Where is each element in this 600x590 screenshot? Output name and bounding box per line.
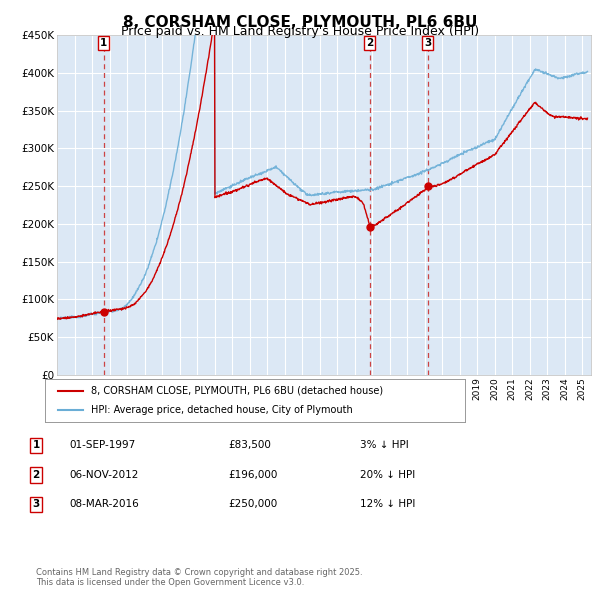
Text: 12% ↓ HPI: 12% ↓ HPI: [360, 500, 415, 509]
Text: 06-NOV-2012: 06-NOV-2012: [69, 470, 139, 480]
Text: 2: 2: [32, 470, 40, 480]
Text: 2: 2: [366, 38, 373, 48]
Text: 8, CORSHAM CLOSE, PLYMOUTH, PL6 6BU: 8, CORSHAM CLOSE, PLYMOUTH, PL6 6BU: [123, 15, 477, 30]
Text: 01-SEP-1997: 01-SEP-1997: [69, 441, 135, 450]
Text: 3% ↓ HPI: 3% ↓ HPI: [360, 441, 409, 450]
Text: Price paid vs. HM Land Registry's House Price Index (HPI): Price paid vs. HM Land Registry's House …: [121, 25, 479, 38]
Text: Contains HM Land Registry data © Crown copyright and database right 2025.
This d: Contains HM Land Registry data © Crown c…: [36, 568, 362, 587]
Text: 1: 1: [100, 38, 107, 48]
Text: HPI: Average price, detached house, City of Plymouth: HPI: Average price, detached house, City…: [91, 405, 353, 415]
Text: £196,000: £196,000: [228, 470, 277, 480]
Text: 08-MAR-2016: 08-MAR-2016: [69, 500, 139, 509]
Text: 3: 3: [424, 38, 431, 48]
Text: £250,000: £250,000: [228, 500, 277, 509]
Text: 3: 3: [32, 500, 40, 509]
Text: 8, CORSHAM CLOSE, PLYMOUTH, PL6 6BU (detached house): 8, CORSHAM CLOSE, PLYMOUTH, PL6 6BU (det…: [91, 386, 383, 396]
Text: 1: 1: [32, 441, 40, 450]
Text: 20% ↓ HPI: 20% ↓ HPI: [360, 470, 415, 480]
Text: £83,500: £83,500: [228, 441, 271, 450]
